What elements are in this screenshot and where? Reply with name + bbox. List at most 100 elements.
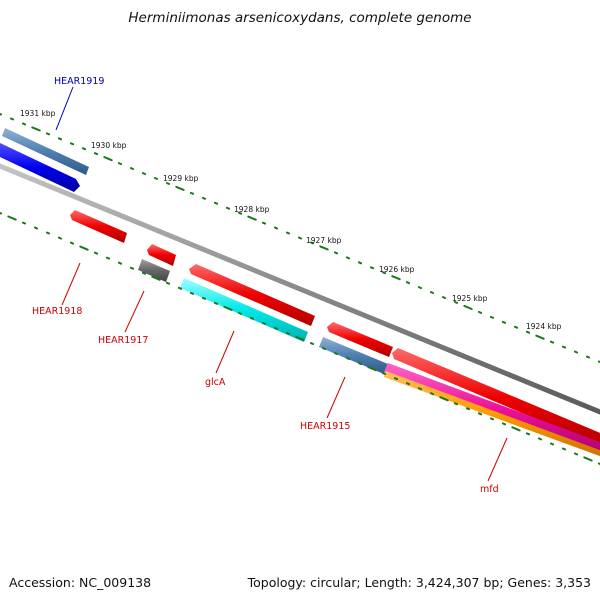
outer-minor-tick	[153, 177, 159, 180]
gene-label-hear1917[interactable]: HEAR1917	[98, 335, 148, 346]
inner-minor-tick	[477, 412, 483, 416]
gene-callouts	[55, 86, 508, 482]
inner-minor-tick	[321, 347, 327, 350]
outer-minor-tick	[561, 345, 567, 349]
outer-minor-tick	[417, 286, 423, 290]
gene-glca-red[interactable]	[189, 264, 315, 326]
outer-minor-tick	[69, 142, 75, 146]
gene-hear1917[interactable]	[138, 259, 170, 282]
callout-line-hear1919	[55, 86, 74, 131]
outer-minor-tick	[597, 360, 600, 364]
genome-backbone	[0, 163, 600, 415]
outer-minor-tick	[333, 251, 339, 255]
inner-minor-tick	[237, 311, 243, 315]
outer-minor-tick	[549, 340, 555, 344]
inner-minor-tick	[381, 372, 387, 376]
gene-hear1918[interactable]	[70, 210, 127, 243]
inner-minor-tick	[201, 296, 207, 300]
gene-hear1915-red[interactable]	[327, 322, 393, 357]
inner-minor-tick	[273, 327, 279, 330]
kbp-labels: 1931 kbp 1930 kbp 1929 kbp 1928 kbp 1927…	[20, 109, 562, 331]
outer-minor-tick	[477, 310, 483, 314]
inner-major-tick	[511, 426, 521, 432]
outer-minor-tick	[0, 112, 3, 116]
outer-minor-tick	[189, 191, 195, 195]
outer-tick-ring	[0, 112, 600, 364]
outer-minor-tick	[129, 167, 135, 170]
inner-minor-tick	[357, 362, 363, 366]
outer-major-tick	[31, 126, 41, 132]
inner-minor-tick	[129, 266, 135, 270]
outer-major-tick	[463, 304, 473, 310]
accession-text: Accession: NC_009138	[9, 575, 152, 590]
outer-minor-tick	[273, 226, 279, 230]
gene-mfd[interactable]	[384, 371, 600, 458]
gene-hear1919-forward[interactable]	[2, 128, 89, 175]
gene-label-mfd[interactable]: mfd	[480, 484, 499, 495]
outer-minor-tick	[453, 301, 459, 304]
inner-major-tick	[79, 245, 89, 251]
inner-minor-tick	[0, 211, 3, 215]
inner-minor-tick	[573, 452, 579, 456]
inner-minor-tick	[429, 392, 435, 396]
outer-minor-tick	[201, 196, 207, 200]
inner-minor-tick	[57, 236, 63, 240]
inner-minor-tick	[549, 442, 555, 446]
outer-major-tick	[103, 156, 113, 162]
inner-minor-tick	[21, 221, 27, 225]
gene-label-hear1915[interactable]: HEAR1915	[300, 421, 350, 432]
inner-minor-tick	[417, 387, 423, 391]
inner-minor-tick	[537, 437, 543, 441]
inner-minor-tick	[405, 382, 411, 386]
outer-minor-tick	[141, 172, 147, 175]
gene-mfd-magenta[interactable]	[384, 363, 600, 454]
gene-label-hear1919[interactable]: HEAR1919	[54, 76, 104, 87]
kbp-label-1928: 1928 kbp	[234, 205, 270, 214]
reverse-strand-track	[70, 210, 600, 458]
inner-minor-tick	[93, 251, 99, 255]
inner-minor-tick	[261, 322, 267, 325]
outer-minor-tick	[381, 271, 387, 275]
gene-hear1915[interactable]	[319, 337, 388, 374]
inner-major-ticks	[7, 215, 593, 462]
outer-major-ticks	[31, 126, 545, 340]
inner-minor-tick	[597, 462, 600, 466]
inner-minor-tick	[285, 332, 291, 335]
outer-minor-tick	[357, 261, 363, 265]
outer-minor-ticks	[0, 112, 600, 364]
callout-line-hear1917	[124, 290, 145, 333]
outer-minor-tick	[285, 231, 291, 235]
inner-major-tick	[295, 336, 305, 341]
gene-labels: HEAR1919 HEAR1918 HEAR1917 glcA HEAR1915…	[32, 76, 499, 495]
inner-major-tick	[7, 215, 17, 221]
gene-glca[interactable]	[180, 278, 308, 342]
inner-minor-tick	[393, 377, 399, 381]
outer-minor-tick	[525, 330, 531, 334]
outer-minor-tick	[513, 325, 519, 329]
outer-minor-tick	[369, 266, 375, 270]
gene-label-hear1918[interactable]: HEAR1918	[32, 306, 82, 317]
inner-minor-tick	[465, 407, 471, 411]
gene-mfd-red[interactable]	[392, 348, 600, 448]
outer-minor-tick	[237, 211, 243, 215]
inner-major-tick	[367, 366, 377, 372]
inner-minor-tick	[213, 301, 219, 305]
outer-minor-tick	[165, 182, 171, 185]
outer-minor-tick	[117, 162, 123, 166]
gene-hear1917-small[interactable]	[147, 244, 176, 266]
forward-strand-track	[0, 128, 89, 192]
outer-minor-tick	[93, 152, 99, 156]
inner-major-tick	[439, 396, 449, 402]
outer-major-tick	[391, 275, 401, 281]
outer-minor-tick	[81, 147, 87, 151]
outer-minor-tick	[45, 132, 51, 136]
gene-hear1919[interactable]	[0, 143, 80, 192]
callout-line-hear1918	[61, 262, 81, 306]
outer-minor-tick	[345, 256, 351, 260]
outer-minor-tick	[489, 315, 495, 319]
inner-minor-tick	[69, 241, 75, 245]
gene-label-glca[interactable]: glcA	[205, 377, 226, 388]
inner-minor-ticks	[0, 211, 600, 466]
